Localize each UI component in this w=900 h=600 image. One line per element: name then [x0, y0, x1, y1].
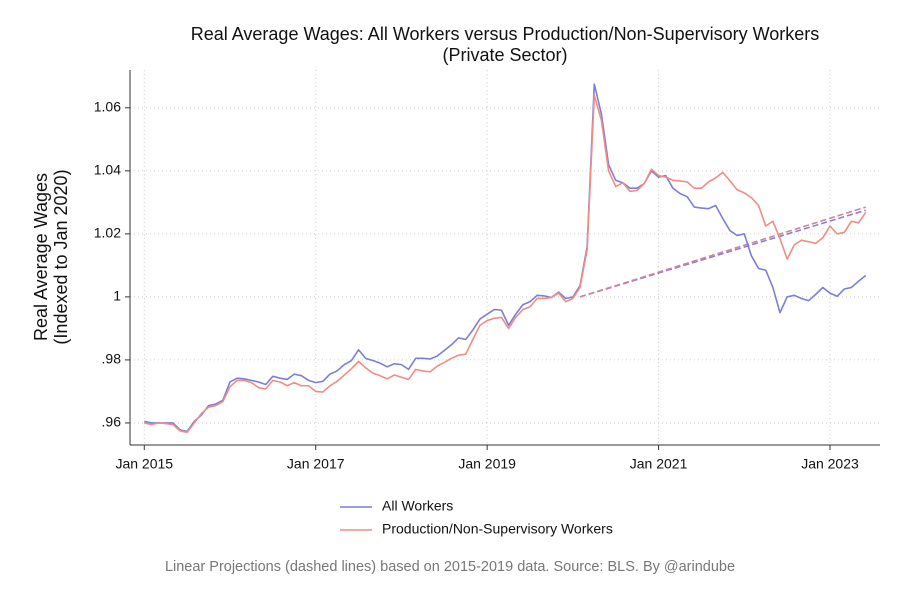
projection-line: [579, 209, 866, 298]
y-tick-label: 1.04: [94, 162, 121, 178]
projection-line: [579, 206, 866, 298]
legend-label: Production/Non-Supervisory Workers: [382, 521, 613, 537]
x-tick-label: Jan 2015: [115, 456, 173, 472]
y-tick-label: .96: [102, 414, 122, 430]
footnote: Linear Projections (dashed lines) based …: [165, 559, 735, 575]
y-tick-label: 1.02: [94, 225, 121, 241]
series-line: [144, 83, 867, 433]
y-tick-label: 1: [113, 288, 121, 304]
chart-subtitle: (Private Sector): [442, 45, 567, 65]
y-tick-label: 1.06: [94, 99, 121, 115]
x-tick-label: Jan 2021: [630, 456, 688, 472]
series-line: [144, 94, 867, 434]
y-axis-title: Real Average Wages: [31, 173, 51, 341]
y-tick-label: .98: [102, 351, 122, 367]
y-axis-title: (Indexed to Jan 2020): [51, 169, 71, 344]
x-tick-label: Jan 2019: [458, 456, 516, 472]
chart-title: Real Average Wages: All Workers versus P…: [191, 24, 820, 44]
legend-label: All Workers: [382, 498, 453, 514]
x-tick-label: Jan 2023: [801, 456, 859, 472]
x-tick-label: Jan 2017: [287, 456, 345, 472]
